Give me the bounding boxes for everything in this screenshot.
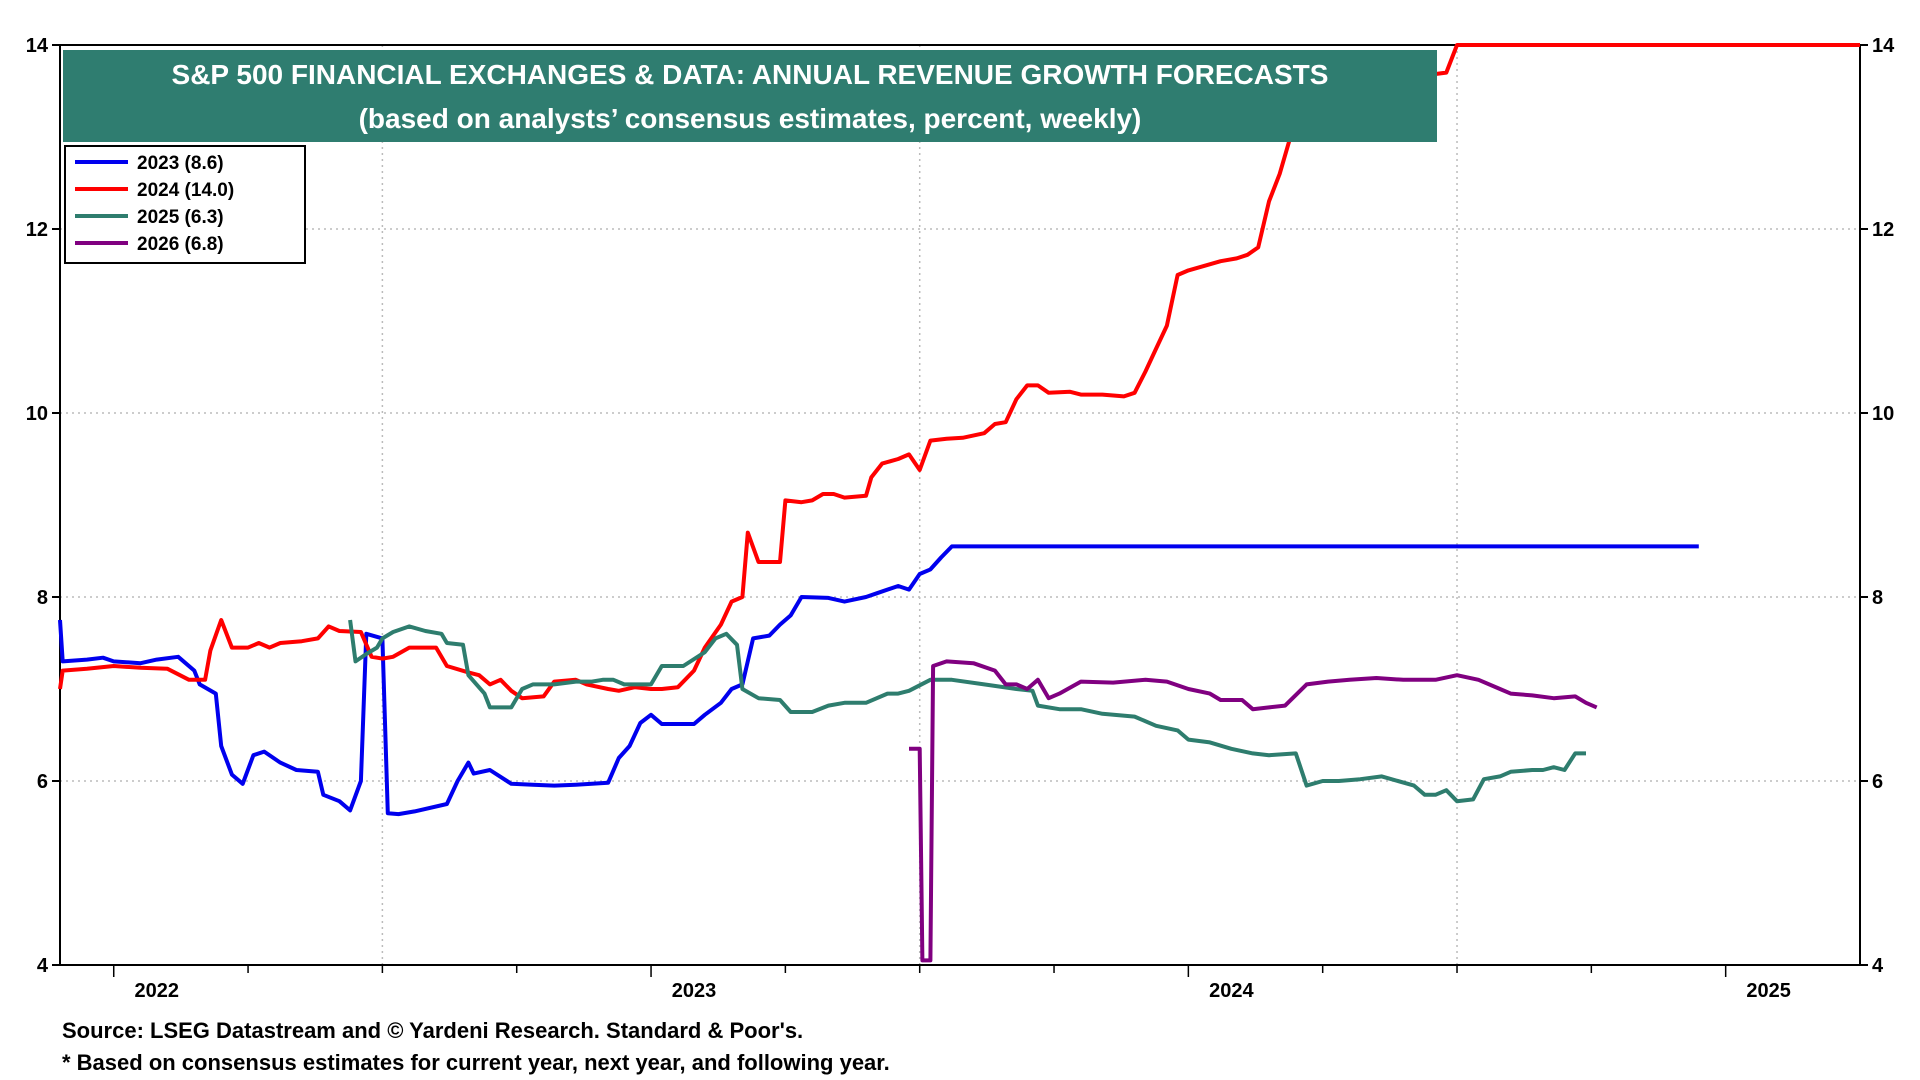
- series-line-2023: [58, 544, 1699, 817]
- y-tick-label-right: 4: [1872, 955, 1884, 977]
- y-tick-label-right: 8: [1872, 587, 1883, 609]
- chart-subtitle: (based on analysts’ consensus estimates,…: [359, 103, 1142, 134]
- legend-label-2026: 2026 (6.8): [137, 234, 224, 255]
- y-tick-label-left: 4: [37, 955, 49, 977]
- legend-label-2024: 2024 (14.0): [137, 180, 234, 201]
- series-line-2025: [348, 619, 1586, 804]
- y-tick-label-left: 12: [26, 219, 48, 241]
- legend-label-2023: 2023 (8.6): [137, 153, 224, 174]
- title-background: [63, 50, 1437, 142]
- y-tick-label-left: 10: [26, 403, 48, 425]
- x-tick-label: 2025: [1746, 980, 1791, 1002]
- footnote: * Based on consensus estimates for curre…: [62, 1050, 890, 1075]
- x-tick-label: 2024: [1209, 980, 1254, 1002]
- x-tick-label: 2023: [672, 980, 717, 1002]
- y-tick-label-left: 8: [37, 587, 48, 609]
- series-line-2026: [909, 659, 1598, 963]
- gridlines: [60, 45, 1860, 965]
- y-tick-label-left: 14: [26, 35, 49, 57]
- chart-title-box: S&P 500 FINANCIAL EXCHANGES & DATA: ANNU…: [63, 50, 1437, 142]
- y-tick-label-left: 6: [37, 771, 48, 793]
- source-note: Source: LSEG Datastream and © Yardeni Re…: [62, 1018, 804, 1043]
- y-tick-label-right: 6: [1872, 771, 1883, 793]
- legend-label-2025: 2025 (6.3): [137, 207, 224, 228]
- x-tick-label: 2022: [134, 980, 179, 1002]
- y-tick-label-right: 10: [1872, 403, 1894, 425]
- series-line-2024: [58, 43, 1860, 701]
- plot-frame: [59, 44, 1861, 966]
- y-tick-label-right: 14: [1872, 35, 1895, 57]
- series-lines: [58, 43, 1860, 963]
- axis-ticks: 4 4 6 6 8 8 10 10 12 12 14 14 2022 2023 2024 2025: [26, 35, 1895, 1002]
- y-tick-label-right: 12: [1872, 219, 1894, 241]
- chart-title: S&P 500 FINANCIAL EXCHANGES & DATA: ANNU…: [172, 59, 1329, 90]
- legend: 2023 (8.6) 2024 (14.0) 2025 (6.3) 2026 (6.8…: [64, 145, 306, 264]
